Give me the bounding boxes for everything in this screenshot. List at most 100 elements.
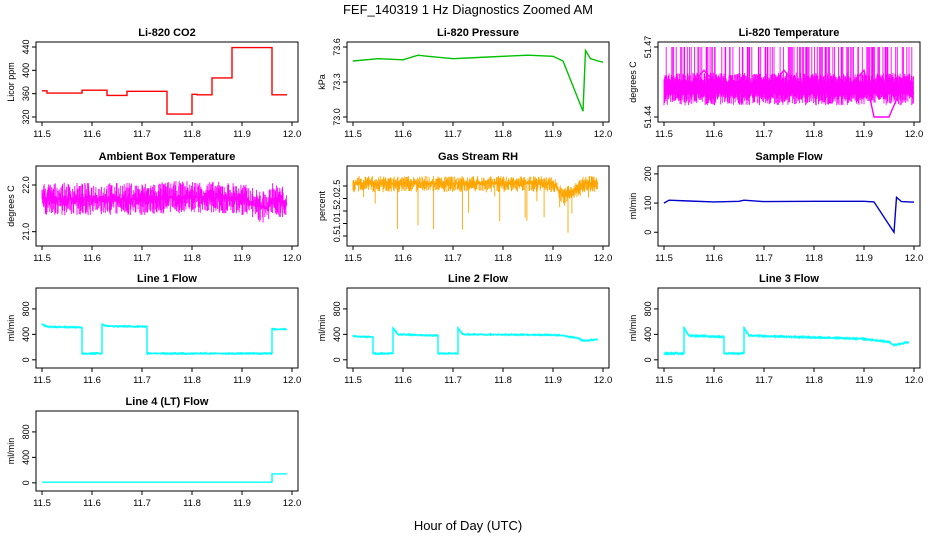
plot-frame: [657, 41, 921, 123]
panel-title: Sample Flow: [755, 151, 823, 163]
y-tick-label: 51.47: [643, 36, 653, 59]
y-tick-label: 400: [21, 63, 31, 78]
x-tick-label: 11.8: [494, 253, 512, 264]
figure-x-axis-label: Hour of Day (UTC): [413, 518, 523, 533]
x-tick-label: 11.7: [755, 129, 773, 140]
series-line: [41, 323, 287, 355]
y-tick-label: 0: [332, 357, 342, 362]
panel-3: Li-820 Temperature degrees C 11.5 11.6 11.7 1…: [628, 27, 923, 140]
x-tick-label: 11.6: [705, 253, 723, 264]
panel-9: Line 3 Flow ml/min 11.5 11.6 11.7 11.8 11.9 12.…: [628, 273, 923, 386]
x-tick-label: 11.6: [83, 253, 101, 264]
panel-title: Li-820 Pressure: [437, 27, 519, 39]
series-noise: [352, 176, 598, 233]
plot-frame: [657, 287, 921, 369]
panel-title: Gas Stream RH: [438, 151, 518, 163]
series-line: [42, 195, 288, 210]
x-tick-label: 11.9: [233, 375, 251, 386]
x-tick-label: 11.5: [33, 253, 51, 264]
series-noise: [352, 326, 598, 355]
y-tick-label: 2.5: [332, 180, 342, 193]
x-tick-label: 11.9: [233, 253, 251, 264]
y-axis-label: ml/min: [6, 315, 16, 342]
plot-frame: [346, 287, 610, 369]
y-tick-label: 200: [643, 166, 653, 181]
x-tick-label: 11.5: [33, 129, 51, 140]
y-tick-label: 400: [21, 327, 31, 342]
series-line: [663, 68, 915, 118]
panel-4: Ambient Box Temperature degrees C 11.5 11.6…: [6, 151, 301, 264]
x-tick-label: 12.0: [594, 375, 613, 386]
panel-title: Line 1 Flow: [137, 273, 197, 285]
x-tick-label: 12.0: [905, 129, 924, 140]
y-tick-label: 400: [21, 450, 31, 465]
x-tick-label: 11.7: [133, 129, 151, 140]
y-axis-label: ml/min: [628, 315, 638, 342]
y-axis-label: degrees C: [6, 185, 16, 227]
x-tick-label: 11.8: [183, 129, 201, 140]
panel-2: Li-820 Pressure kPa 11.5 11.6 11.7 11.8 11.9 12…: [317, 27, 612, 140]
plot-frame: [35, 287, 299, 369]
x-tick-label: 11.9: [233, 129, 251, 140]
x-tick-label: 11.8: [494, 129, 512, 140]
series-line: [42, 473, 287, 483]
x-tick-label: 11.5: [655, 375, 673, 386]
x-tick-label: 11.7: [755, 253, 773, 264]
series-line: [42, 46, 287, 115]
x-tick-label: 12.0: [283, 129, 302, 140]
series-line: [663, 195, 915, 235]
x-tick-label: 11.7: [133, 253, 151, 264]
x-tick-label: 11.6: [83, 498, 101, 509]
x-tick-label: 11.5: [344, 253, 362, 264]
y-tick-label: 360: [21, 86, 31, 101]
y-axis-label: percent: [317, 190, 327, 221]
x-tick-label: 11.6: [83, 129, 101, 140]
x-tick-label: 11.5: [344, 129, 362, 140]
x-tick-label: 11.7: [444, 129, 462, 140]
y-axis-label: kPa: [317, 74, 327, 90]
x-tick-label: 11.6: [394, 129, 412, 140]
panel-title: Li-820 CO2: [138, 27, 195, 39]
x-tick-label: 12.0: [283, 253, 302, 264]
x-tick-label: 11.6: [705, 129, 723, 140]
series-line: [664, 325, 910, 355]
plot-frame: [346, 165, 610, 247]
x-tick-label: 11.5: [33, 498, 51, 509]
y-axis-label: ml/min: [628, 193, 638, 220]
x-tick-label: 11.7: [755, 375, 773, 386]
panel-7: Line 1 Flow ml/min 11.5 11.6 11.7 11.8 11.9 12.…: [6, 273, 301, 386]
panel-10: Line 4 (LT) Flow ml/min 11.5 11.6 11.7 11.8 11…: [6, 396, 301, 509]
x-tick-label: 12.0: [905, 375, 924, 386]
y-tick-label: 800: [332, 301, 342, 316]
panel-title: Line 2 Flow: [448, 273, 508, 285]
x-tick-label: 11.5: [655, 253, 673, 264]
x-tick-label: 12.0: [905, 253, 924, 264]
y-tick-label: 0.5: [332, 230, 342, 243]
x-tick-label: 12.0: [594, 253, 613, 264]
x-tick-label: 11.8: [805, 253, 823, 264]
x-tick-label: 11.7: [133, 375, 151, 386]
panel-title: Line 4 (LT) Flow: [126, 396, 209, 408]
y-tick-label: 22.0: [21, 176, 31, 194]
x-tick-label: 11.7: [444, 375, 462, 386]
x-tick-label: 11.9: [544, 129, 562, 140]
series-line: [352, 325, 599, 355]
series-noise: [41, 181, 287, 223]
x-tick-label: 11.8: [805, 375, 823, 386]
y-tick-label: 73.3: [332, 73, 342, 91]
panel-title: Ambient Box Temperature: [99, 151, 236, 163]
x-tick-label: 11.6: [83, 375, 101, 386]
series-line: [353, 182, 598, 197]
panel-6: Sample Flow ml/min 11.5 11.6 11.7 11.8 11.9 12.…: [628, 151, 923, 264]
x-tick-label: 11.5: [33, 375, 51, 386]
x-tick-label: 11.6: [705, 375, 723, 386]
x-tick-label: 11.7: [133, 498, 151, 509]
x-tick-label: 12.0: [283, 375, 302, 386]
y-tick-label: 0: [21, 357, 31, 362]
y-tick-label: 1.5: [332, 205, 342, 218]
x-tick-label: 11.5: [655, 129, 673, 140]
y-tick-label: 2.0: [332, 192, 342, 205]
x-tick-label: 11.7: [444, 253, 462, 264]
x-tick-label: 12.0: [283, 498, 302, 509]
y-tick-label: 0: [643, 230, 653, 235]
